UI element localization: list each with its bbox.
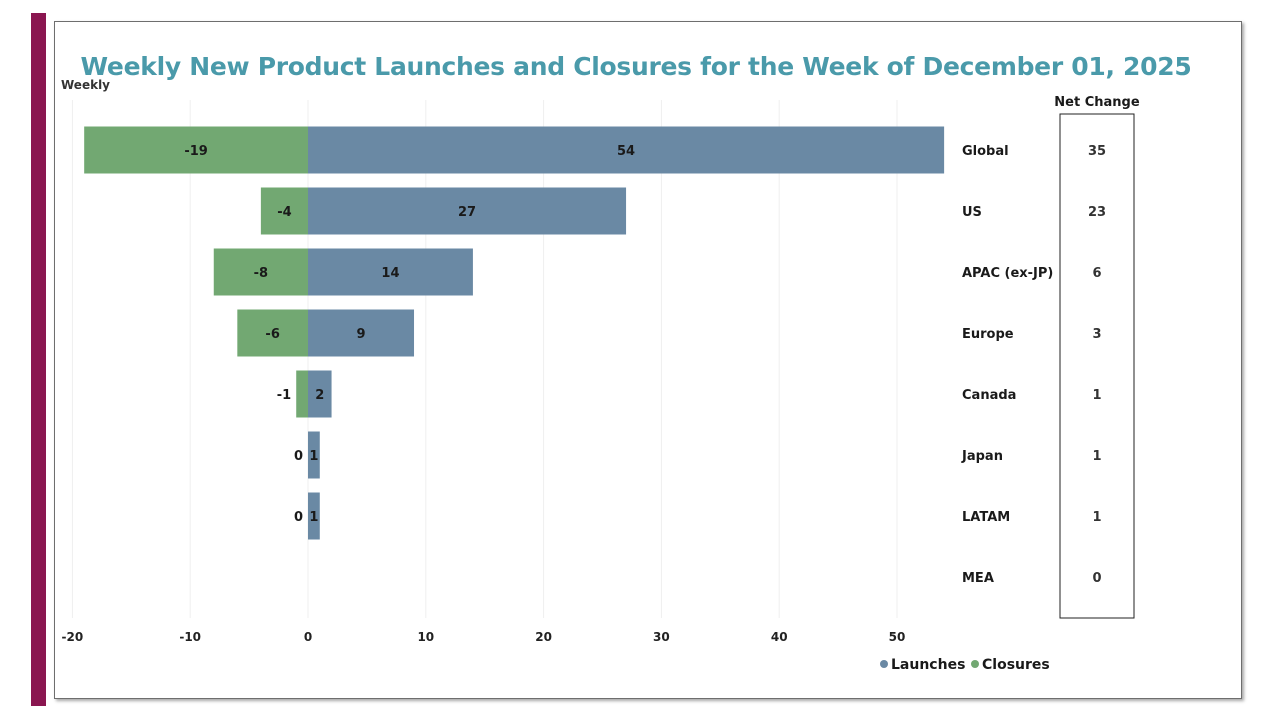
bar-label-launches: 54 <box>617 144 635 159</box>
chart-title: Weekly New Product Launches and Closures… <box>81 52 1192 81</box>
bar-label-closures: -4 <box>277 205 291 220</box>
bar-closures <box>260 187 308 235</box>
category-label: MEA <box>962 571 994 586</box>
net-change-value: 23 <box>1088 205 1106 220</box>
net-change-header: Net Change <box>1054 95 1140 110</box>
bar-launches <box>308 370 332 418</box>
bar-launches <box>308 187 627 235</box>
bar-label-launches: 1 <box>309 449 318 464</box>
bar-label-closures: 0 <box>294 449 303 464</box>
bar-label-launches: 27 <box>458 205 476 220</box>
net-change-value: 1 <box>1092 510 1101 525</box>
bar-launches <box>308 126 945 174</box>
x-axis-ticks: -20 -10 0 10 20 30 40 50 <box>62 630 906 644</box>
x-tick-label: 20 <box>535 630 552 644</box>
x-tick-label: 40 <box>771 630 788 644</box>
category-label: LATAM <box>962 510 1010 525</box>
category-label: Europe <box>962 327 1014 342</box>
bar-label-launches: 14 <box>381 266 399 281</box>
legend-label-closures: Closures <box>982 657 1050 673</box>
x-tick-label: 50 <box>889 630 906 644</box>
bar-labels: -19 54-4 27-8 14-6 9-1 20 10 1 <box>184 144 635 525</box>
accent-bar <box>31 13 46 706</box>
category-labels: Global US APAC (ex-JP) Europe Canada Japan LAT… <box>961 144 1053 586</box>
legend: Launches Closures <box>880 657 1050 673</box>
bar-launches <box>308 431 320 479</box>
bar-closures <box>84 126 309 174</box>
category-label: APAC (ex-JP) <box>962 266 1053 281</box>
bar-label-closures: -6 <box>265 327 279 342</box>
bar-label-launches: 2 <box>315 388 324 403</box>
category-label: Japan <box>961 449 1003 464</box>
bar-launches <box>308 248 473 296</box>
net-change-panel: Net Change 35 23 6 3 1 1 1 0 <box>1054 95 1140 619</box>
bar-launches <box>308 492 320 540</box>
bar-closures <box>213 248 308 296</box>
bar-closures <box>296 370 308 418</box>
net-change-value: 1 <box>1092 388 1101 403</box>
bar-closures <box>237 309 308 357</box>
bar-label-launches: 9 <box>356 327 365 342</box>
net-change-value: 0 <box>1092 571 1101 586</box>
category-label: Canada <box>962 388 1016 403</box>
net-change-values: 35 23 6 3 1 1 1 0 <box>1088 144 1106 586</box>
x-tick-label: -10 <box>179 630 201 644</box>
x-tick-label: -20 <box>62 630 84 644</box>
category-label: US <box>962 205 982 220</box>
net-change-value: 1 <box>1092 449 1101 464</box>
bar-label-closures: -1 <box>277 388 291 403</box>
x-tick-label: 10 <box>417 630 434 644</box>
x-tick-label: 30 <box>653 630 670 644</box>
legend-swatch-closures <box>971 660 979 668</box>
bar-label-closures: -19 <box>184 144 208 159</box>
category-label: Global <box>962 144 1009 159</box>
legend-swatch-launches <box>880 660 888 668</box>
net-change-value: 3 <box>1092 327 1101 342</box>
bar-label-closures: 0 <box>294 510 303 525</box>
bar-launches <box>308 309 415 357</box>
net-change-value: 6 <box>1092 266 1101 281</box>
y-axis-caption: Weekly <box>61 78 110 92</box>
x-tick-label: 0 <box>304 630 312 644</box>
bars <box>84 126 945 540</box>
bar-label-closures: -8 <box>254 266 268 281</box>
legend-label-launches: Launches <box>891 657 965 673</box>
net-change-value: 35 <box>1088 144 1106 159</box>
bar-label-launches: 1 <box>309 510 318 525</box>
grid-lines <box>71 100 898 618</box>
net-change-box <box>1059 113 1135 619</box>
